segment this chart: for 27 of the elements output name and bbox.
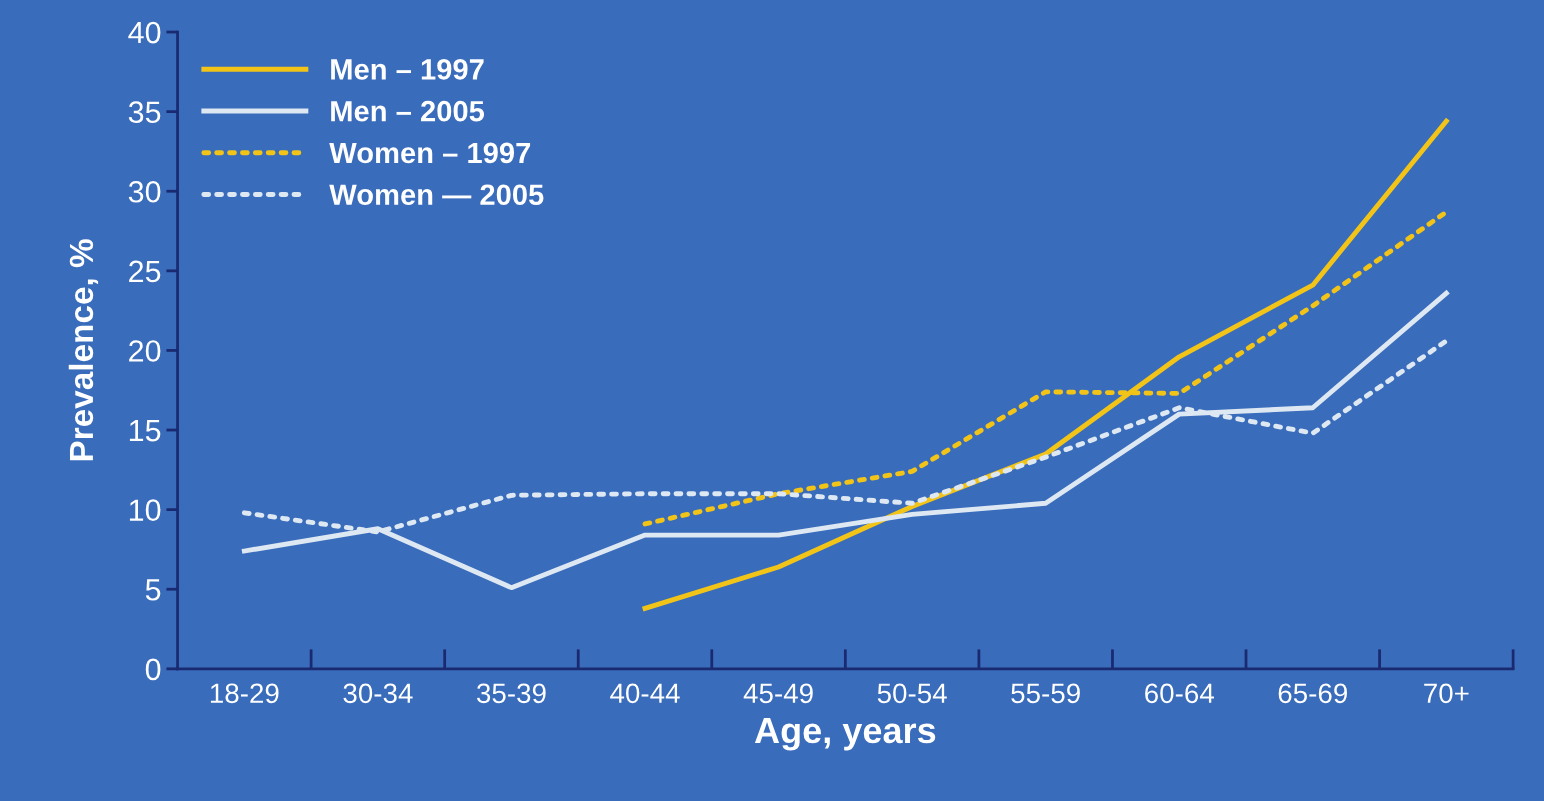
x-tick-label: 60-64 (1145, 683, 1214, 704)
legend-label: Women – 1997 (329, 142, 531, 164)
y-tick-label: 40 (128, 21, 161, 44)
y-tick-label: 20 (129, 340, 161, 362)
x-tick-label: 40-44 (610, 683, 680, 704)
line-series (241, 290, 1449, 591)
y-tick-label: 35 (128, 101, 161, 124)
y-tick-label: 10 (129, 499, 161, 522)
x-tick-label: 30-34 (343, 683, 413, 704)
x-tick-label: 70+ (1424, 683, 1469, 704)
y-tick-label: 25 (129, 260, 161, 283)
y-tick-label: 15 (129, 420, 161, 442)
x-tick-label: 35-39 (476, 683, 546, 704)
y-tick-label: 30 (128, 180, 161, 203)
legend-label: Women — 2005 (329, 184, 544, 206)
y-tick-label: 0 (145, 658, 161, 681)
x-tick-label: 55-59 (1011, 683, 1080, 704)
y-axis-title: Prevalence, % (68, 239, 99, 461)
legend-label: Men – 2005 (331, 100, 485, 122)
y-tick-label: 5 (145, 579, 161, 601)
x-tick-label: 50-54 (877, 683, 947, 704)
x-tick-label: 45-49 (743, 683, 813, 704)
x-tick-label: 65-69 (1278, 683, 1347, 704)
x-tick-label: 18-29 (210, 683, 279, 704)
x-axis-title: Age, years (754, 718, 936, 751)
legend-label: Men – 1997 (331, 59, 484, 80)
line-series (642, 118, 1449, 611)
